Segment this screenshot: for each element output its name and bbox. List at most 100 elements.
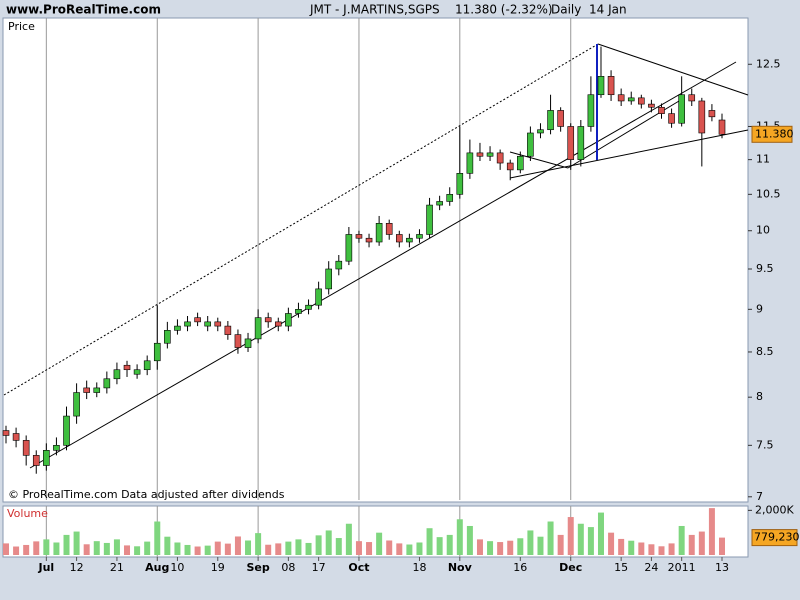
support-line: [29, 61, 737, 469]
volume-bar: [83, 544, 90, 555]
volume-bar: [426, 528, 433, 555]
candle-body: [406, 237, 413, 243]
volume-bar: [527, 530, 534, 555]
candle-body: [517, 155, 524, 171]
volume-bar: [668, 543, 675, 555]
source-note: © ProRealTime.com Data adjusted after di…: [8, 488, 285, 501]
candle-body: [43, 450, 50, 466]
x-tick-label: Sep: [246, 561, 269, 574]
volume-bar: [688, 534, 695, 555]
volume-bar: [406, 544, 413, 555]
candle-body: [446, 194, 454, 202]
y-tick-label: 9.5: [756, 262, 774, 275]
volume-bar: [557, 534, 564, 555]
candle-body: [638, 97, 645, 105]
volume-bar: [73, 531, 80, 555]
candle-body: [93, 387, 101, 393]
volume-bar: [648, 544, 655, 555]
candle-body: [597, 76, 605, 96]
instrument: JMT - J.MARTINS,SGPS: [309, 3, 440, 17]
volume-bar: [3, 543, 9, 555]
y-tick-label: 10: [756, 224, 770, 237]
candle-body: [22, 440, 30, 456]
x-tick-label: 15: [614, 561, 628, 574]
candle-body: [355, 234, 363, 239]
volume-bar: [285, 541, 292, 555]
candle-body: [587, 94, 595, 127]
volume-bar: [386, 540, 393, 555]
volume-bar: [497, 542, 504, 555]
site-name: www.ProRealTime.com: [6, 3, 161, 17]
candle-body: [254, 317, 262, 340]
y-tick-label: 11: [756, 153, 770, 166]
volume-bar: [325, 530, 332, 555]
candle-body: [537, 129, 544, 134]
volume-label: Volume: [7, 507, 48, 520]
candle-body: [12, 433, 20, 441]
x-tick-label: 08: [281, 561, 295, 574]
candle-body: [204, 321, 211, 327]
volume-bar: [134, 546, 141, 555]
volume-bar: [719, 537, 725, 555]
candle-body: [103, 378, 111, 389]
volume-bar: [507, 540, 514, 555]
volume-bar: [33, 541, 40, 555]
x-tick-label: Oct: [348, 561, 369, 574]
candle-body: [617, 94, 625, 102]
x-tick-label: 24: [644, 561, 658, 574]
candle-body: [32, 455, 40, 466]
candle-body: [476, 152, 484, 157]
candle-body: [678, 94, 685, 124]
x-tick-label: 19: [211, 561, 225, 574]
volume-bar: [416, 542, 423, 555]
candle-body: [345, 234, 353, 262]
candle-body: [547, 110, 554, 131]
volume-bar: [698, 531, 705, 555]
volume-bar: [517, 538, 524, 555]
volume-bar: [638, 542, 645, 555]
candle-body: [698, 100, 706, 134]
volume-bar: [577, 523, 584, 555]
volume-bar: [93, 541, 100, 555]
candle-body: [83, 387, 90, 393]
candle-body: [627, 97, 635, 102]
volume-bar: [708, 508, 715, 555]
candle-body: [718, 119, 726, 135]
candle-body: [708, 110, 716, 118]
volume-bar: [305, 542, 312, 555]
volume-bar: [345, 523, 352, 555]
candle-body: [63, 415, 70, 446]
volume-bar: [214, 541, 221, 555]
volume-bar: [547, 521, 554, 555]
quote: 11.380 (-2.32%): [455, 3, 553, 17]
volume-bar: [53, 542, 60, 555]
volume-bar: [295, 539, 302, 555]
candle-body: [648, 103, 655, 108]
y-tick-label: 8: [756, 390, 763, 403]
candle-body: [658, 106, 665, 114]
candle-body: [496, 152, 504, 164]
candle-body: [527, 132, 534, 157]
candle-body: [436, 201, 443, 206]
candle-body: [113, 369, 121, 380]
candle-body: [315, 288, 322, 306]
volume-bar: [608, 532, 615, 555]
candle-body: [295, 309, 302, 314]
candle-body: [224, 325, 232, 335]
y-tick-label: 10.5: [756, 187, 781, 200]
x-tick-label: 13: [715, 561, 729, 574]
x-tick-label: 12: [70, 561, 84, 574]
volume-bar: [43, 539, 50, 555]
candle-body: [143, 360, 151, 371]
volume-bar: [103, 542, 110, 555]
volume-bar: [335, 538, 342, 555]
candle-body: [53, 445, 60, 451]
volume-bar: [23, 544, 30, 555]
candle-body: [123, 364, 131, 371]
candle-body: [385, 223, 393, 235]
candle-body: [244, 338, 252, 348]
volume-bar: [144, 541, 151, 555]
candle-body: [365, 237, 373, 243]
x-tick-label: 10: [170, 561, 184, 574]
candle-body: [133, 369, 141, 375]
